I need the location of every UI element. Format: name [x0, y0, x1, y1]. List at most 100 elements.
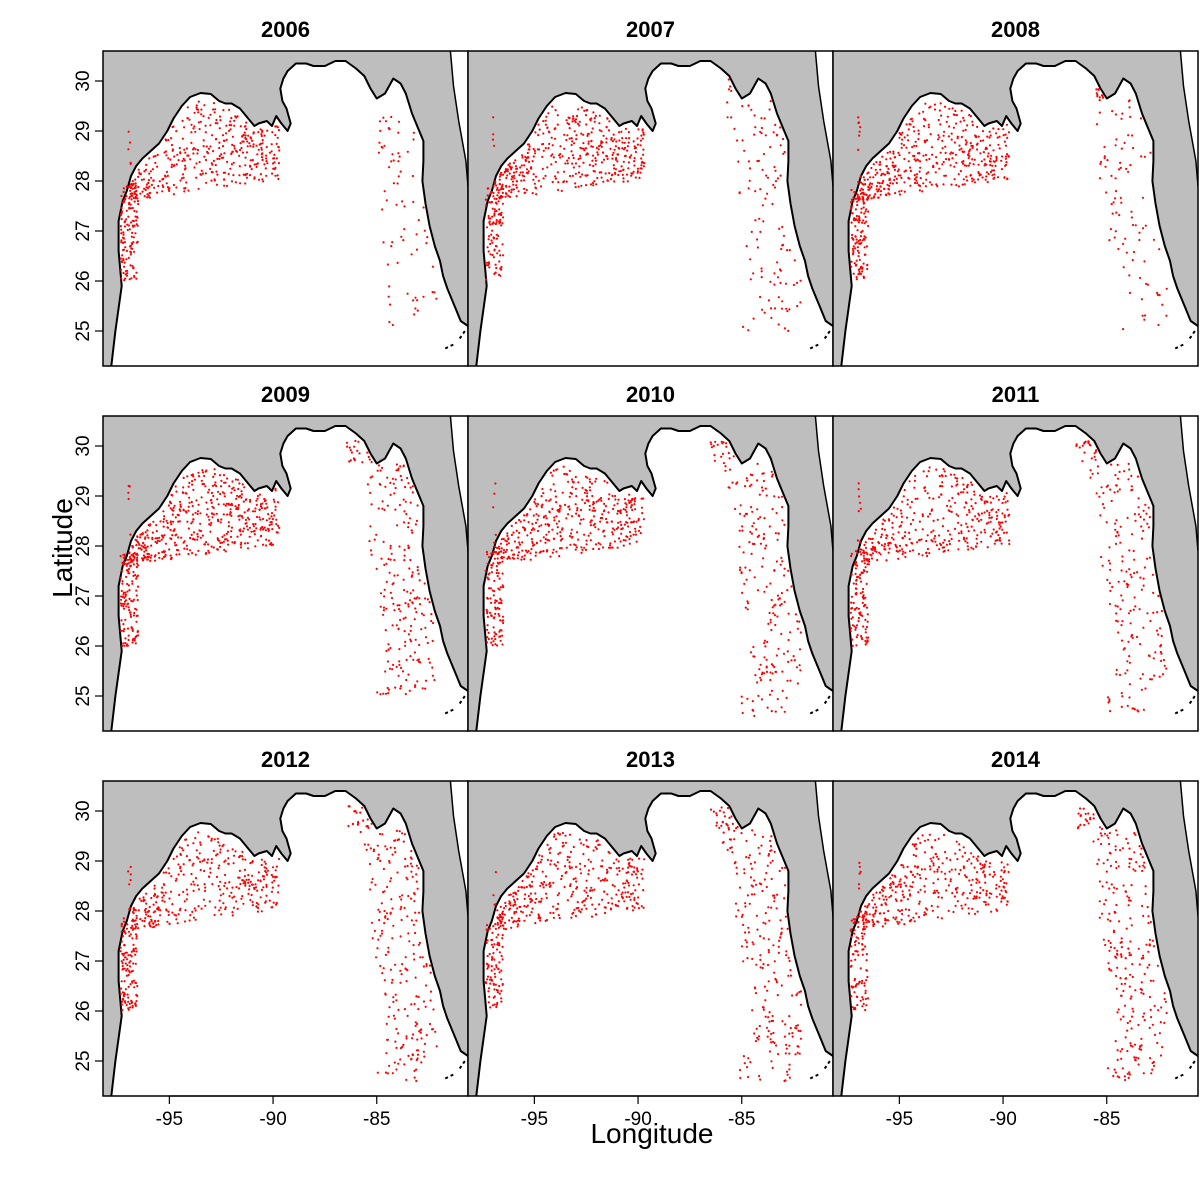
sample-point	[1140, 588, 1143, 591]
sample-point	[947, 135, 951, 138]
sample-point	[172, 520, 175, 523]
sample-point	[955, 184, 958, 187]
sample-point	[1002, 497, 1005, 501]
sample-point	[265, 145, 268, 149]
sample-point	[137, 909, 140, 912]
sample-point	[495, 221, 498, 224]
sample-point	[942, 183, 945, 186]
sample-point	[542, 120, 545, 123]
sample-point	[188, 859, 191, 862]
sample-point	[1140, 298, 1143, 301]
sample-point	[991, 508, 994, 511]
sample-point	[965, 522, 968, 525]
sample-point	[484, 569, 487, 572]
sample-point	[948, 540, 951, 543]
sample-point	[1156, 293, 1159, 296]
sample-point	[131, 231, 134, 234]
sample-point	[591, 494, 594, 498]
sample-point	[122, 231, 125, 234]
sample-point	[379, 605, 382, 608]
sample-point	[146, 196, 149, 199]
sample-point	[147, 555, 150, 558]
sample-point	[585, 495, 589, 498]
sample-point	[869, 176, 872, 179]
sample-point	[162, 520, 165, 523]
sample-point	[499, 597, 502, 601]
sample-point	[123, 241, 126, 244]
sample-point	[881, 522, 884, 525]
sample-point	[881, 155, 884, 158]
sample-point	[606, 179, 609, 182]
sample-point	[245, 137, 248, 141]
sample-point	[489, 587, 492, 590]
sample-point	[123, 920, 126, 923]
sample-point	[209, 499, 212, 502]
sample-point	[378, 910, 381, 914]
sample-point	[374, 883, 377, 886]
sample-point	[934, 534, 937, 538]
sample-point	[874, 528, 878, 531]
sample-point	[492, 221, 495, 224]
sample-point	[588, 504, 591, 507]
sample-point	[119, 950, 122, 953]
sample-point	[366, 818, 369, 821]
sample-point	[1158, 675, 1161, 678]
sample-point	[147, 915, 150, 918]
sample-point	[579, 508, 583, 512]
sample-point	[242, 140, 245, 143]
sample-point	[1136, 571, 1139, 574]
sample-point	[607, 129, 611, 132]
sample-point	[574, 503, 577, 506]
sample-point	[863, 178, 866, 181]
sample-point	[493, 210, 496, 213]
sample-point	[1127, 170, 1130, 173]
sample-point	[542, 132, 545, 135]
sample-point	[184, 151, 187, 154]
sample-point	[614, 168, 618, 171]
sample-point	[762, 220, 765, 223]
sample-point	[633, 500, 637, 503]
sample-point	[950, 183, 953, 186]
sample-point	[771, 672, 774, 675]
sample-point	[984, 531, 987, 534]
sample-point	[733, 127, 736, 130]
sample-point	[135, 914, 138, 917]
sample-point	[132, 563, 135, 566]
florida-keys	[444, 330, 466, 350]
sample-point	[128, 971, 131, 974]
sample-point	[255, 144, 258, 147]
sample-point	[781, 689, 784, 693]
sample-point	[936, 184, 939, 188]
sample-point	[897, 168, 900, 171]
sample-point	[210, 501, 213, 504]
sample-point	[976, 125, 979, 128]
sample-point	[238, 154, 241, 157]
sample-point	[254, 545, 257, 548]
sample-point	[1000, 159, 1003, 162]
sample-point	[889, 182, 892, 185]
sample-point	[534, 152, 537, 155]
sample-point	[161, 184, 164, 187]
sample-point	[868, 558, 871, 561]
sample-point	[505, 176, 508, 180]
sample-point	[153, 884, 156, 887]
sample-point	[794, 613, 798, 616]
sample-point	[570, 137, 573, 140]
sample-point	[409, 629, 412, 633]
sample-point	[870, 197, 873, 200]
sample-point	[195, 176, 198, 179]
sample-point	[1007, 154, 1010, 158]
sample-point	[378, 832, 382, 836]
sample-point	[119, 555, 122, 558]
sample-point	[247, 892, 250, 896]
sample-point	[973, 158, 976, 161]
sample-point	[486, 628, 489, 632]
sample-point	[580, 184, 583, 187]
sample-point	[144, 546, 147, 549]
sample-point	[405, 876, 408, 879]
sample-point	[178, 893, 181, 897]
sample-point	[592, 164, 595, 168]
sample-point	[351, 822, 354, 825]
sample-point	[135, 577, 138, 580]
sample-point	[272, 167, 275, 170]
